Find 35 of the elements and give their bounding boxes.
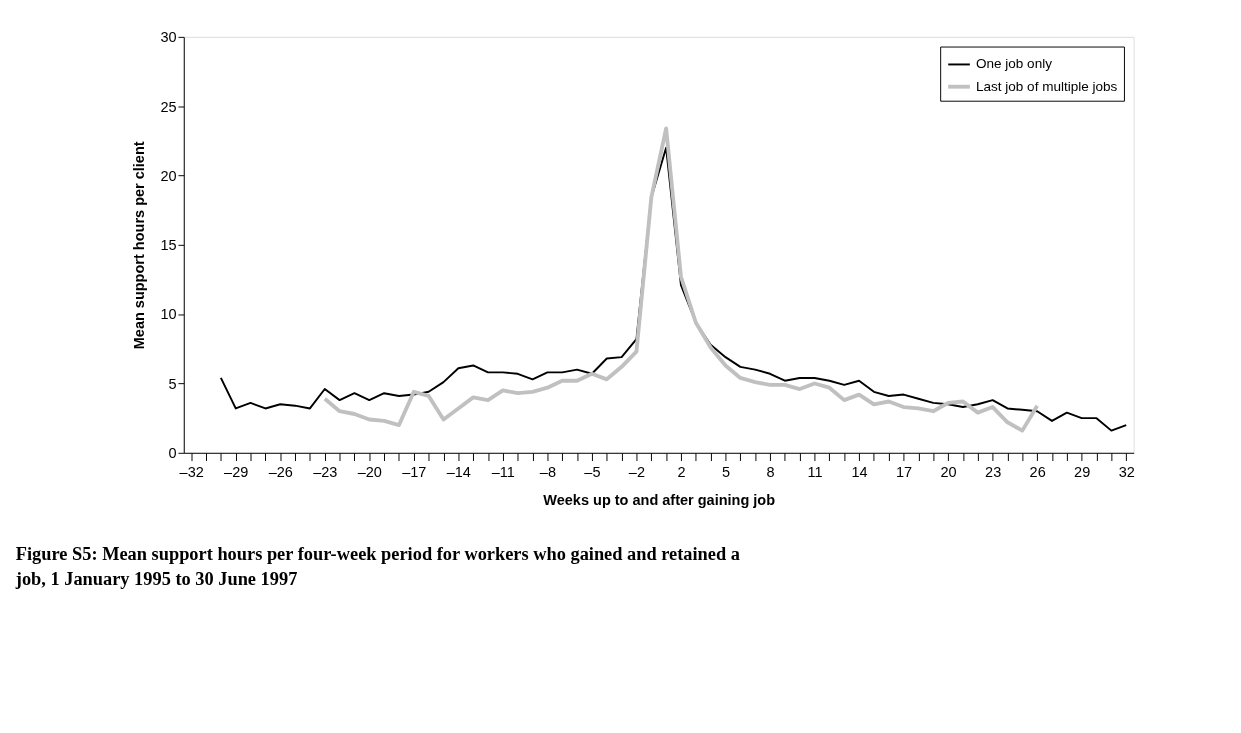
x-tick-label: 32: [1118, 463, 1135, 480]
x-tick-label: –23: [313, 463, 338, 480]
x-tick-label: 2: [677, 463, 686, 480]
x-tick-label: 26: [1029, 463, 1046, 480]
text: Figure S5: Mean support hours per four-week period for workers who gained and retained a job, 1 January 1995 to 30 June 1997: [14, 544, 740, 590]
line-series: [322, 126, 1040, 433]
y-tick-label: 10: [160, 306, 177, 323]
x-tick-label: –32: [179, 463, 204, 480]
x-tick-label: –5: [584, 463, 601, 480]
x-tick-label: 14: [851, 463, 868, 480]
x-tick-label: –8: [539, 463, 556, 480]
x-tick-label: 29: [1074, 463, 1091, 480]
x-tick-label: –29: [224, 463, 249, 480]
x-tick-label: 23: [985, 463, 1002, 480]
x-tick-label: 11: [807, 463, 823, 480]
y-tick-label: 20: [160, 167, 177, 184]
x-axis-title: Weeks up to and after gaining job: [543, 491, 776, 508]
y-tick-label: 30: [160, 29, 177, 46]
x-tick-label: –26: [268, 463, 293, 480]
x-tick-label: 5: [721, 463, 731, 480]
x-tick-label: 8: [766, 463, 775, 480]
x-tick-label: –20: [357, 463, 382, 480]
y-tick-label: 25: [160, 98, 177, 115]
x-tick-label: –2: [628, 463, 645, 480]
x-tick-label: 17: [896, 463, 913, 480]
y-axis-title: Mean support hours per client: [130, 141, 147, 350]
y-tick-label: 5: [168, 375, 177, 392]
y-tick-label: 0: [168, 445, 177, 462]
x-tick-label: –17: [402, 463, 427, 480]
y-tick-label: 15: [160, 237, 177, 254]
x-tick-label: 20: [940, 463, 957, 480]
x-tick-label: –11: [491, 463, 515, 480]
x-tick-label: –14: [446, 463, 471, 480]
legend-label: One job only: [975, 56, 1053, 72]
legend-label: Last job of multiple jobs: [975, 78, 1118, 94]
